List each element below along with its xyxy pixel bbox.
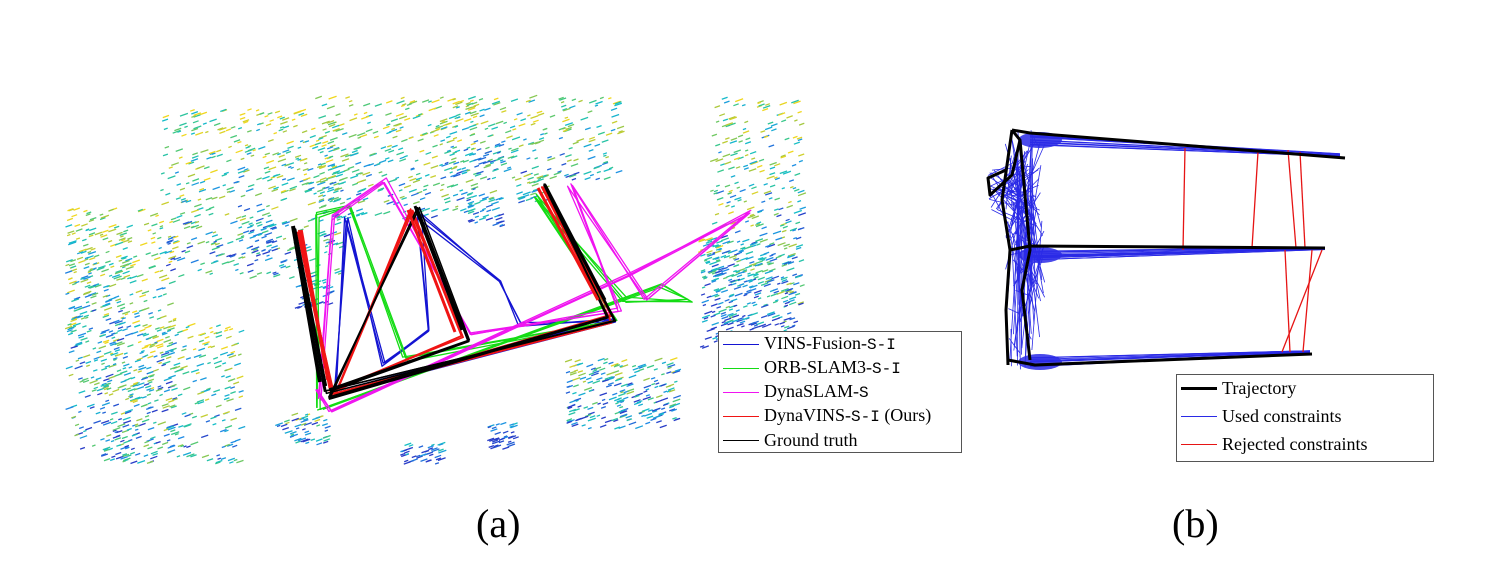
legend-a-label-orb: ORB-SLAM3- <box>764 357 873 377</box>
legend-b-label-rejected: Rejected constraints <box>1222 434 1368 454</box>
legend-a-item-dynaslam: DynaSLAM-S <box>719 381 869 403</box>
used-constraint <box>1007 221 1023 302</box>
panel-b-caption: (b) <box>1172 501 1219 546</box>
used-constraint <box>989 172 1024 225</box>
legend-a-suffix-vins: S-I <box>867 336 896 354</box>
used-constraint <box>1009 229 1040 299</box>
used-constraint <box>1018 250 1036 312</box>
legend-a-label-dynaslam: DynaSLAM- <box>764 381 859 401</box>
used-constraint <box>1011 250 1018 357</box>
used-constraint <box>1029 248 1326 259</box>
legend-b-item-used: Used constraints <box>1177 405 1341 427</box>
rejected-constraint <box>1299 151 1306 249</box>
legend-a-suffix-dynaslam: S <box>859 384 869 402</box>
trajectory-b <box>1000 129 1014 366</box>
legend-a-swatch-dynavins <box>723 415 759 417</box>
legend-b-label-trajectory: Trajectory <box>1222 378 1297 398</box>
traj-a-dynaslam <box>316 177 752 412</box>
legend-a: VINS-Fusion-S-I ORB-SLAM3-S-I DynaSLAM-S… <box>718 331 962 453</box>
legend-b-swatch-used <box>1181 415 1217 417</box>
traj-a-ground-truth-seg2 <box>543 184 607 301</box>
used-constraint <box>991 165 1031 171</box>
legend-a-label-gt: Ground truth <box>764 430 858 450</box>
legend-a-label-vins: VINS-Fusion- <box>764 333 868 353</box>
panel-a-caption: (a) <box>476 501 521 546</box>
legend-a-item-gt: Ground truth <box>719 429 858 451</box>
used-constraint <box>993 188 1016 214</box>
traj-a-dynavins-seg <box>406 209 457 333</box>
used-constraint <box>1011 201 1035 219</box>
legend-a-swatch-vins <box>723 343 759 345</box>
legend-a-item-dynavins: DynaVINS-S-I (Ours) <box>719 405 931 427</box>
legend-a-item-orb: ORB-SLAM3-S-I <box>719 357 901 379</box>
traj-a-dynavins-seg2 <box>536 187 600 301</box>
used-constraint <box>1029 247 1326 256</box>
trajectory-b <box>1018 139 1032 361</box>
traj-a-ground-truth-seg <box>413 205 464 331</box>
trajectories-b <box>986 128 1346 370</box>
rejected-constraint <box>1182 147 1186 251</box>
used-constraint <box>1018 247 1062 263</box>
traj-a-ground-truth-start <box>291 225 322 383</box>
used-constraint <box>1010 158 1013 208</box>
used-constraint <box>1008 308 1019 314</box>
used-constraint <box>1008 192 1041 243</box>
trajectories-a <box>291 177 752 413</box>
used-constraint <box>1007 196 1019 203</box>
legend-a-swatch-gt <box>723 439 759 441</box>
legend-b: Trajectory Used constraints Rejected con… <box>1176 374 1434 462</box>
used-constraint <box>990 172 1027 196</box>
used-constraint <box>1029 351 1311 363</box>
used-constraint <box>1013 274 1021 287</box>
legend-b-swatch-rejected <box>1181 443 1217 445</box>
used-constraint <box>1029 249 1326 261</box>
used-constraint <box>1029 350 1311 360</box>
legend-a-label-dynavins: DynaVINS- <box>764 405 851 425</box>
used-constraint <box>1006 181 1016 195</box>
rejected-constraint <box>1284 249 1291 353</box>
point-cloud <box>64 94 807 465</box>
trajectory-b <box>1011 128 1346 160</box>
rejected-constraint <box>1302 249 1313 353</box>
traj-a-dynavins-start <box>299 229 330 381</box>
legend-a-item-vins: VINS-Fusion-S-I <box>719 333 896 355</box>
traj-a-dynaslam <box>315 181 749 413</box>
used-constraint <box>1029 350 1311 359</box>
used-constraint <box>1011 152 1016 164</box>
legend-b-swatch-trajectory <box>1181 386 1217 390</box>
used-constraint <box>1012 189 1032 209</box>
legend-a-tail-dynavins: (Ours) <box>879 405 932 425</box>
traj-a-ground-truth <box>292 183 616 398</box>
legend-b-item-trajectory: Trajectory <box>1177 377 1296 399</box>
trajectory-b <box>986 129 1022 197</box>
legend-a-swatch-orb <box>723 367 759 369</box>
rejected-constraint <box>1287 149 1297 249</box>
legend-b-item-rejected: Rejected constraints <box>1177 433 1367 455</box>
legend-a-swatch-dynaslam <box>723 391 759 393</box>
trajectory-b <box>1007 352 1313 367</box>
legend-b-label-used: Used constraints <box>1222 406 1342 426</box>
rejected-constraint <box>1251 151 1259 249</box>
used-constraint <box>987 160 1017 176</box>
used-constraint <box>1029 351 1311 362</box>
legend-a-suffix-orb: S-I <box>872 360 901 378</box>
used-constraint <box>989 199 1023 208</box>
legend-a-suffix-dynavins: S-I <box>851 408 880 426</box>
